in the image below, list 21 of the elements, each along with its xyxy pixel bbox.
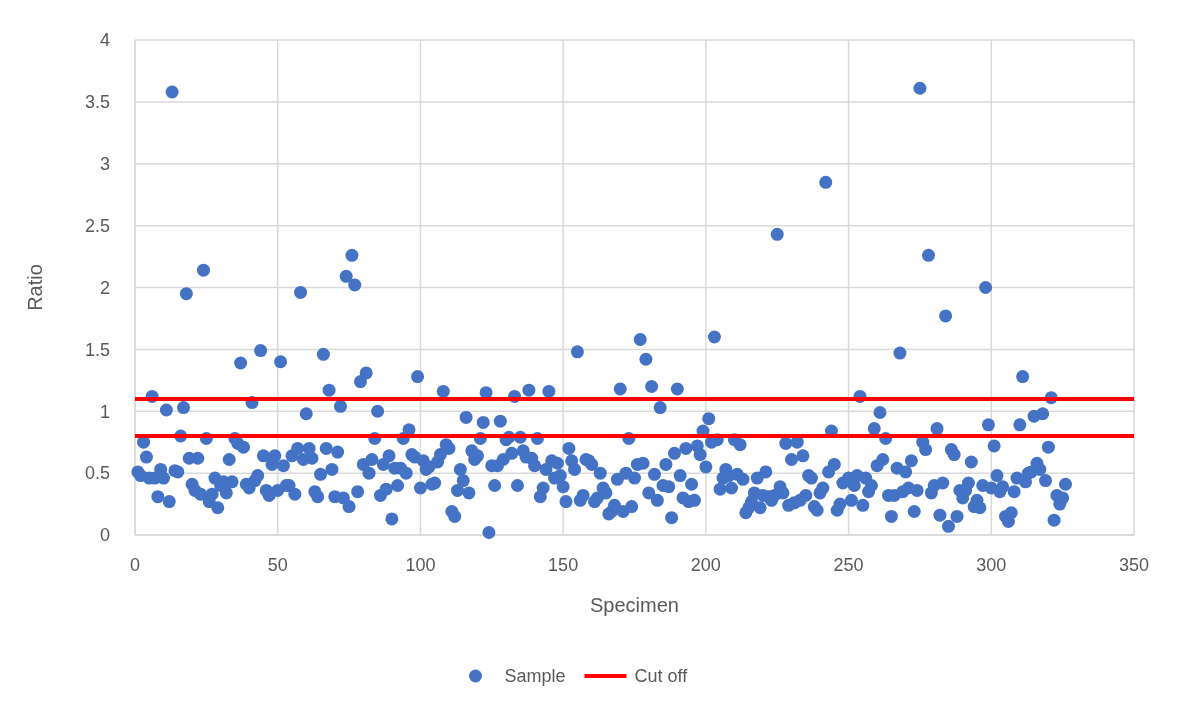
y-tick-label: 1.5 <box>84 339 110 360</box>
y-tick-label: 1 <box>99 401 110 422</box>
legend-label: Cut off <box>634 666 689 687</box>
y-tick-label: 2 <box>99 277 110 298</box>
x-tick-label: 300 <box>976 555 1007 575</box>
legend-label: Sample <box>504 666 566 687</box>
x-tick-label: 350 <box>1118 555 1150 575</box>
x-tick-label: 200 <box>690 555 721 575</box>
y-axis-title: Ratio <box>24 264 46 311</box>
y-tick-label: 2.5 <box>84 215 110 236</box>
y-tick-label: 3 <box>99 154 110 175</box>
y-tick-label: 3.5 <box>84 92 110 113</box>
x-axis-title: Specimen <box>590 594 679 616</box>
y-tick-label: 4 <box>99 30 110 51</box>
x-tick-label: 250 <box>833 555 864 575</box>
y-tick-label: 0.5 <box>84 463 110 484</box>
x-tick-label: 150 <box>548 555 579 575</box>
x-tick-label: 50 <box>267 555 288 575</box>
y-tick-label: 0 <box>99 525 110 546</box>
x-tick-label: 100 <box>405 555 436 575</box>
x-tick-label: 0 <box>129 555 141 575</box>
